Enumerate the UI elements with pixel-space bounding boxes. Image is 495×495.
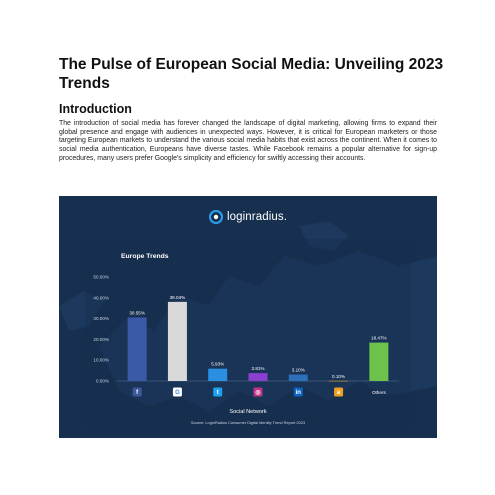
- data-label: 38.04%: [170, 295, 186, 300]
- facebook-icon-glyph: f: [136, 390, 139, 396]
- y-tick-label: 30.00%: [93, 316, 109, 321]
- bar: [248, 373, 268, 381]
- bar: [208, 368, 228, 381]
- data-label: 30.55%: [129, 310, 145, 315]
- linkedin-icon: [293, 387, 303, 397]
- twitter-icon: [213, 387, 223, 397]
- google-icon-glyph: G: [175, 390, 180, 396]
- twitter-icon-glyph: t: [217, 390, 219, 396]
- bar: [127, 317, 147, 381]
- y-tick-label: 0.00%: [96, 379, 109, 384]
- intro-paragraph: The introduction of social media has for…: [59, 120, 437, 162]
- data-label: 3.81%: [251, 366, 264, 371]
- instagram-icon: [253, 387, 263, 397]
- data-label: 18.47%: [371, 336, 387, 341]
- brand-name: loginradius.: [226, 211, 288, 223]
- facebook-icon: [132, 387, 142, 397]
- instagram-icon-glyph: ◎: [255, 390, 261, 396]
- data-label: 3.10%: [292, 368, 305, 373]
- brand-logo: loginradius.: [59, 210, 437, 224]
- x-axis-title: Social Network: [229, 409, 267, 415]
- bar: [329, 380, 349, 382]
- linkedin-icon-glyph: in: [296, 390, 302, 396]
- infographic: loginradius. Europe Trends 0.00% 10.00% 20…: [59, 196, 437, 438]
- y-tick-label: 40.00%: [93, 295, 109, 300]
- y-tick-label: 20.00%: [93, 337, 109, 342]
- bar: [167, 301, 187, 381]
- bar: [288, 374, 308, 381]
- chart-title: Europe Trends: [121, 253, 169, 260]
- source-note: Source: LoginRadius Consumer Digital Ide…: [190, 420, 306, 425]
- loginradius-logo-icon: [208, 210, 223, 224]
- amazon-icon: [334, 387, 344, 397]
- google-icon: [172, 387, 182, 397]
- amazon-icon-glyph: a: [337, 390, 341, 396]
- data-label: 0.10%: [332, 374, 345, 379]
- bar: [369, 342, 389, 381]
- page-title: The Pulse of European Social Media: Unve…: [59, 56, 444, 92]
- section-heading: Introduction: [59, 102, 132, 116]
- data-label: 5.93%: [211, 362, 224, 367]
- y-tick-label: 10.00%: [93, 358, 109, 363]
- y-tick-label: 50.00%: [93, 275, 109, 280]
- x-tick-label: Others: [372, 390, 386, 395]
- bar-chart: 0.00% 10.00% 20.00% 30.00% 40.00% 50.00% 30.55…: [93, 275, 399, 397]
